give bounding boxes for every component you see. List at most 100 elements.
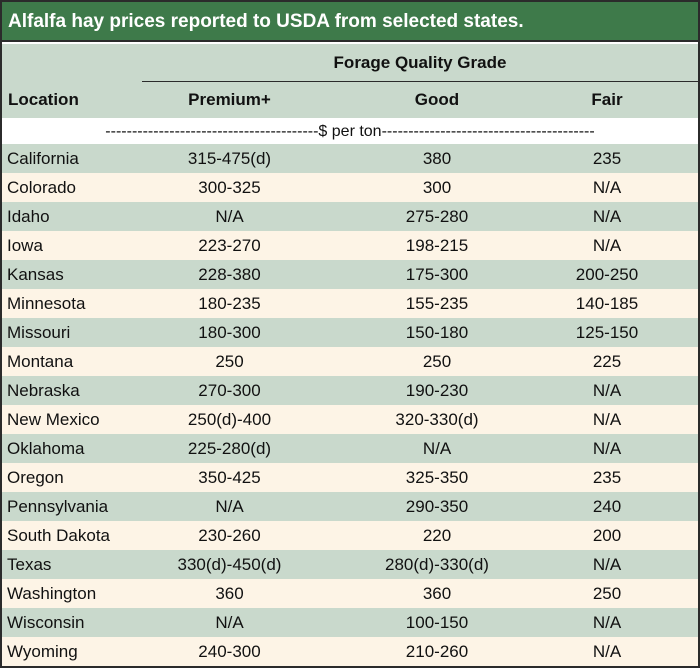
premium-cell: 180-300	[198, 323, 261, 342]
table-row: Washington 360 360 250	[2, 579, 698, 608]
location-cell: Wyoming	[7, 642, 78, 661]
table-row: Iowa 223-270 198-215 N/A	[2, 231, 698, 260]
premium-cell: 230-260	[198, 526, 261, 545]
table-row: Colorado 300-325 300 N/A	[2, 173, 698, 202]
table-row: Wisconsin N/A 100-150 N/A	[2, 608, 698, 637]
good-cell: 150-180	[405, 323, 469, 342]
table-title: Alfalfa hay prices reported to USDA from…	[2, 2, 698, 42]
location-cell: Idaho	[7, 207, 50, 226]
column-header-location: Location	[8, 90, 79, 109]
premium-cell: N/A	[215, 613, 244, 632]
fair-cell: N/A	[592, 613, 622, 632]
table-row: New Mexico 250(d)-400 320-330(d) N/A	[2, 405, 698, 434]
fair-cell: N/A	[592, 410, 622, 429]
table-row: Missouri 180-300 150-180 125-150	[2, 318, 698, 347]
premium-cell: 225-280(d)	[187, 439, 272, 458]
table-row: Pennsylvania N/A 290-350 240	[2, 492, 698, 521]
table-row: Minnesota 180-235 155-235 140-185	[2, 289, 698, 318]
location-cell: Texas	[7, 555, 52, 574]
fair-cell: 140-185	[575, 294, 639, 313]
good-cell: 190-230	[405, 381, 469, 400]
location-cell: Missouri	[7, 323, 71, 342]
table-header: Forage Quality Grade Location Premium+ G…	[2, 44, 698, 120]
column-header-fair: Fair	[591, 90, 623, 109]
good-cell: 210-260	[405, 642, 469, 661]
location-cell: Pennsylvania	[7, 497, 109, 516]
good-cell: 290-350	[405, 497, 469, 516]
table-row: Texas 330(d)-450(d) 280(d)-330(d) N/A	[2, 550, 698, 579]
table-body: California 315-475(d) 380 235 Colorado 300-32…	[2, 144, 698, 666]
premium-cell: 360	[215, 584, 244, 603]
location-cell: Oklahoma	[7, 439, 85, 458]
fair-cell: N/A	[592, 555, 622, 574]
good-cell: 360	[422, 584, 452, 603]
location-cell: South Dakota	[7, 526, 111, 545]
table-row: Nebraska 270-300 190-230 N/A	[2, 376, 698, 405]
fair-cell: N/A	[592, 439, 622, 458]
table-row: Wyoming 240-300 210-260 N/A	[2, 637, 698, 666]
location-cell: Minnesota	[7, 294, 86, 313]
premium-cell: 223-270	[198, 236, 261, 255]
fair-cell: 235	[592, 468, 622, 487]
good-cell: N/A	[422, 439, 452, 458]
table-row: Oregon 350-425 325-350 235	[2, 463, 698, 492]
fair-cell: 235	[592, 149, 622, 168]
good-cell: 280(d)-330(d)	[385, 555, 489, 574]
fair-cell: 250	[592, 584, 622, 603]
location-cell: Nebraska	[7, 381, 80, 400]
fair-cell: 200	[592, 526, 622, 545]
good-cell: 100-150	[405, 613, 469, 632]
location-cell: Iowa	[7, 236, 43, 255]
good-cell: 198-215	[405, 236, 469, 255]
premium-cell: 240-300	[198, 642, 261, 661]
premium-cell: 180-235	[198, 294, 261, 313]
premium-cell: N/A	[215, 207, 244, 226]
location-cell: New Mexico	[7, 410, 100, 429]
fair-cell: N/A	[592, 236, 622, 255]
table-row: Kansas 228-380 175-300 200-250	[2, 260, 698, 289]
table-row: Oklahoma 225-280(d) N/A N/A	[2, 434, 698, 463]
good-cell: 325-350	[405, 468, 469, 487]
table-row: Montana 250 250 225	[2, 347, 698, 376]
fair-cell: 125-150	[575, 323, 639, 342]
good-cell: 275-280	[405, 207, 469, 226]
premium-cell: 250(d)-400	[187, 410, 272, 429]
premium-cell: 350-425	[198, 468, 261, 487]
location-cell: Kansas	[7, 265, 64, 284]
location-cell: Montana	[7, 352, 74, 371]
good-cell: 220	[422, 526, 452, 545]
fair-cell: N/A	[592, 642, 622, 661]
premium-cell: 330(d)-450(d)	[177, 555, 282, 574]
fair-cell: N/A	[592, 178, 622, 197]
premium-cell: N/A	[215, 497, 244, 516]
premium-cell: 315-475(d)	[187, 149, 272, 168]
good-cell: 380	[422, 149, 452, 168]
unit-row: ----------------------------------------…	[2, 118, 698, 144]
location-cell: Colorado	[7, 178, 76, 197]
premium-cell: 228-380	[198, 265, 261, 284]
fair-cell: 200-250	[575, 265, 639, 284]
location-cell: California	[7, 149, 79, 168]
fair-cell: N/A	[592, 381, 622, 400]
fair-cell: 225	[592, 352, 622, 371]
table-row: Idaho N/A 275-280 N/A	[2, 202, 698, 231]
fair-cell: N/A	[592, 207, 622, 226]
column-header-premium: Premium+	[188, 90, 271, 109]
location-cell: Washington	[7, 584, 97, 603]
fair-cell: 240	[592, 497, 622, 516]
good-cell: 300	[422, 178, 452, 197]
group-header-forage-quality: Forage Quality Grade	[142, 44, 698, 82]
location-cell: Oregon	[7, 468, 64, 487]
premium-cell: 270-300	[198, 381, 261, 400]
good-cell: 175-300	[405, 265, 469, 284]
table-row: South Dakota 230-260 220 200	[2, 521, 698, 550]
good-cell: 320-330(d)	[395, 410, 479, 429]
premium-cell: 300-325	[198, 178, 261, 197]
premium-cell: 250	[215, 352, 244, 371]
column-header-good: Good	[414, 90, 460, 109]
table-row: California 315-475(d) 380 235	[2, 144, 698, 173]
good-cell: 250	[422, 352, 452, 371]
good-cell: 155-235	[405, 294, 469, 313]
location-cell: Wisconsin	[7, 613, 85, 632]
